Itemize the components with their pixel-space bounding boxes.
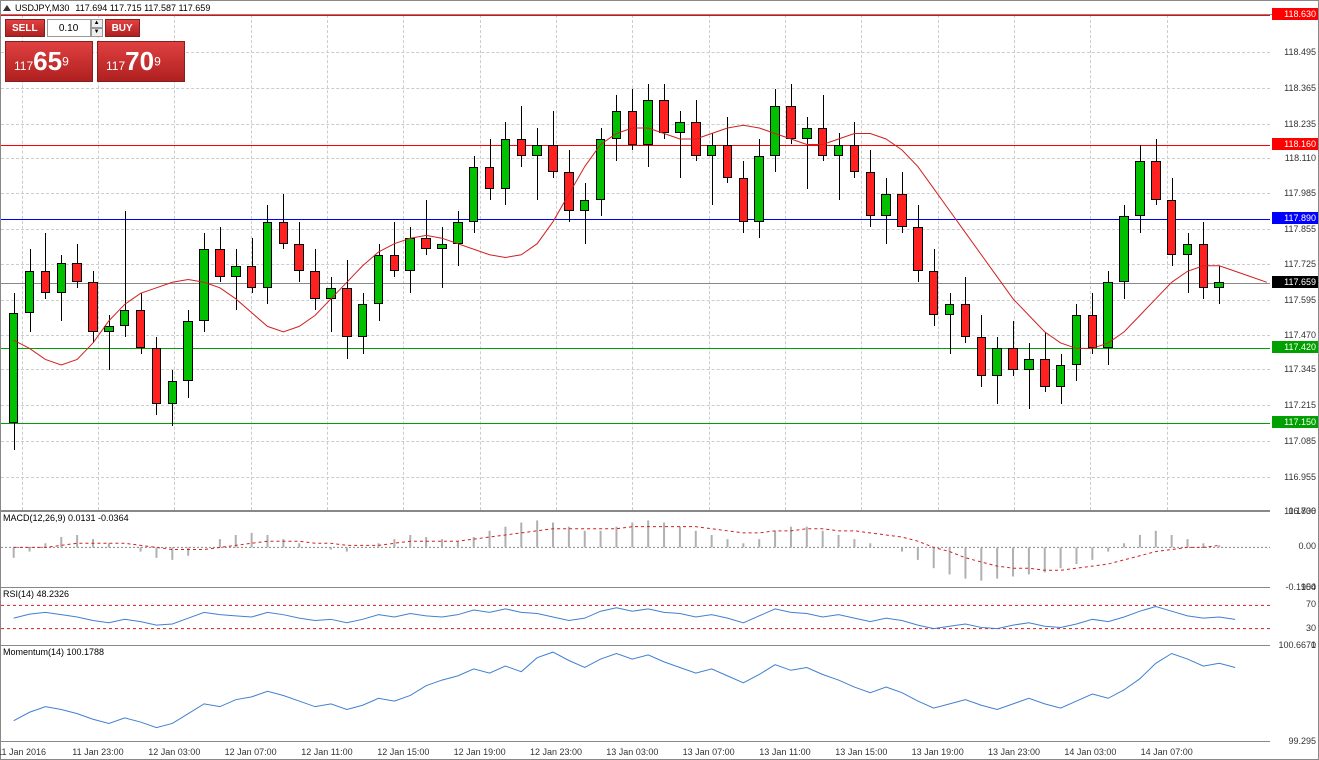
price-tick-label: 117.855 — [1284, 224, 1316, 234]
time-tick-label: 12 Jan 11:00 — [301, 747, 352, 757]
time-tick-label: 13 Jan 07:00 — [683, 747, 735, 757]
macd-label: MACD(12,26,9) 0.0131 -0.0364 — [3, 513, 129, 523]
price-tick-label: 118.235 — [1284, 119, 1316, 129]
price-tick-label: 117.345 — [1284, 364, 1316, 374]
time-tick-label: 12 Jan 23:00 — [530, 747, 582, 757]
price-tick-label: 118.365 — [1284, 83, 1316, 93]
price-marker-label: 118.630 — [1272, 8, 1318, 20]
time-tick-label: 12 Jan 03:00 — [148, 747, 200, 757]
time-tick-label: 11 Jan 2016 — [0, 747, 46, 757]
price-tick-label: 117.085 — [1284, 436, 1316, 446]
price-marker-label: 118.160 — [1272, 138, 1318, 150]
ask-price-box[interactable]: 117709 — [97, 41, 185, 82]
chart-triangle-icon — [3, 5, 11, 11]
momentum-panel[interactable]: Momentum(14) 100.1788 — [1, 645, 1270, 741]
price-boxes: 117659 117709 — [5, 41, 185, 82]
symbol-label: USDJPY,M30 — [15, 3, 69, 13]
macd-axis: -0.19540.000.1706 — [1270, 511, 1318, 587]
price-tick-label: 116.955 — [1284, 472, 1316, 482]
ohlc-label: 117.694 117.715 117.587 117.659 — [75, 3, 210, 13]
rsi-tick-label: 30 — [1306, 623, 1316, 633]
qty-up-icon[interactable]: ▲ — [91, 19, 103, 28]
time-tick-label: 14 Jan 03:00 — [1064, 747, 1116, 757]
qty-down-icon[interactable]: ▼ — [91, 28, 103, 37]
price-axis: 116.830116.955117.085117.215117.345117.4… — [1270, 15, 1318, 511]
moving-average-line — [1, 15, 1270, 511]
bid-price-box[interactable]: 117659 — [5, 41, 93, 82]
time-tick-label: 12 Jan 19:00 — [454, 747, 506, 757]
time-tick-label: 12 Jan 07:00 — [225, 747, 277, 757]
momentum-tick-label: 99.295 — [1288, 736, 1316, 746]
quantity-input[interactable] — [47, 19, 91, 37]
chart-container: USDJPY,M30 117.694 117.715 117.587 117.6… — [0, 0, 1319, 760]
time-tick-label: 14 Jan 07:00 — [1141, 747, 1193, 757]
price-tick-label: 118.110 — [1285, 153, 1316, 163]
price-marker-label: 117.150 — [1272, 416, 1318, 428]
rsi-axis: 03070100 — [1270, 587, 1318, 645]
chart-header: USDJPY,M30 117.694 117.715 117.587 117.6… — [1, 1, 1318, 15]
macd-tick-label: 0.1706 — [1288, 506, 1316, 516]
price-marker-label: 117.420 — [1272, 341, 1318, 353]
time-tick-label: 12 Jan 15:00 — [377, 747, 429, 757]
rsi-tick-label: 70 — [1306, 599, 1316, 609]
price-tick-label: 117.725 — [1284, 259, 1316, 269]
macd-tick-label: 0.00 — [1298, 541, 1316, 551]
price-tick-label: 117.985 — [1284, 188, 1316, 198]
price-tick-label: 117.215 — [1284, 400, 1316, 410]
main-price-chart[interactable] — [1, 15, 1270, 511]
macd-panel[interactable]: MACD(12,26,9) 0.0131 -0.0364 — [1, 511, 1270, 587]
price-marker-label: 117.659 — [1272, 276, 1318, 288]
rsi-label: RSI(14) 48.2326 — [3, 589, 69, 599]
time-tick-label: 13 Jan 11:00 — [759, 747, 810, 757]
price-tick-label: 117.470 — [1284, 330, 1316, 340]
time-tick-label: 11 Jan 23:00 — [72, 747, 123, 757]
time-tick-label: 13 Jan 15:00 — [835, 747, 887, 757]
momentum-axis: 99.295100.6671 — [1270, 645, 1318, 741]
price-marker-label: 117.890 — [1272, 212, 1318, 224]
buy-button[interactable]: BUY — [105, 19, 140, 37]
sell-button[interactable]: SELL — [5, 19, 45, 37]
time-tick-label: 13 Jan 19:00 — [912, 747, 964, 757]
rsi-panel[interactable]: RSI(14) 48.2326 — [1, 587, 1270, 645]
price-tick-label: 118.495 — [1284, 47, 1316, 57]
time-tick-label: 13 Jan 23:00 — [988, 747, 1040, 757]
momentum-tick-label: 100.6671 — [1278, 640, 1316, 650]
price-tick-label: 117.595 — [1284, 295, 1316, 305]
time-axis: 11 Jan 2016 11 Jan 23:00 12 Jan 03:00 12 Ja… — [1, 741, 1270, 759]
rsi-tick-label: 100 — [1301, 582, 1316, 592]
time-tick-label: 13 Jan 03:00 — [606, 747, 658, 757]
momentum-label: Momentum(14) 100.1788 — [3, 647, 104, 657]
trade-panel: SELL ▲ ▼ BUY — [5, 19, 140, 37]
